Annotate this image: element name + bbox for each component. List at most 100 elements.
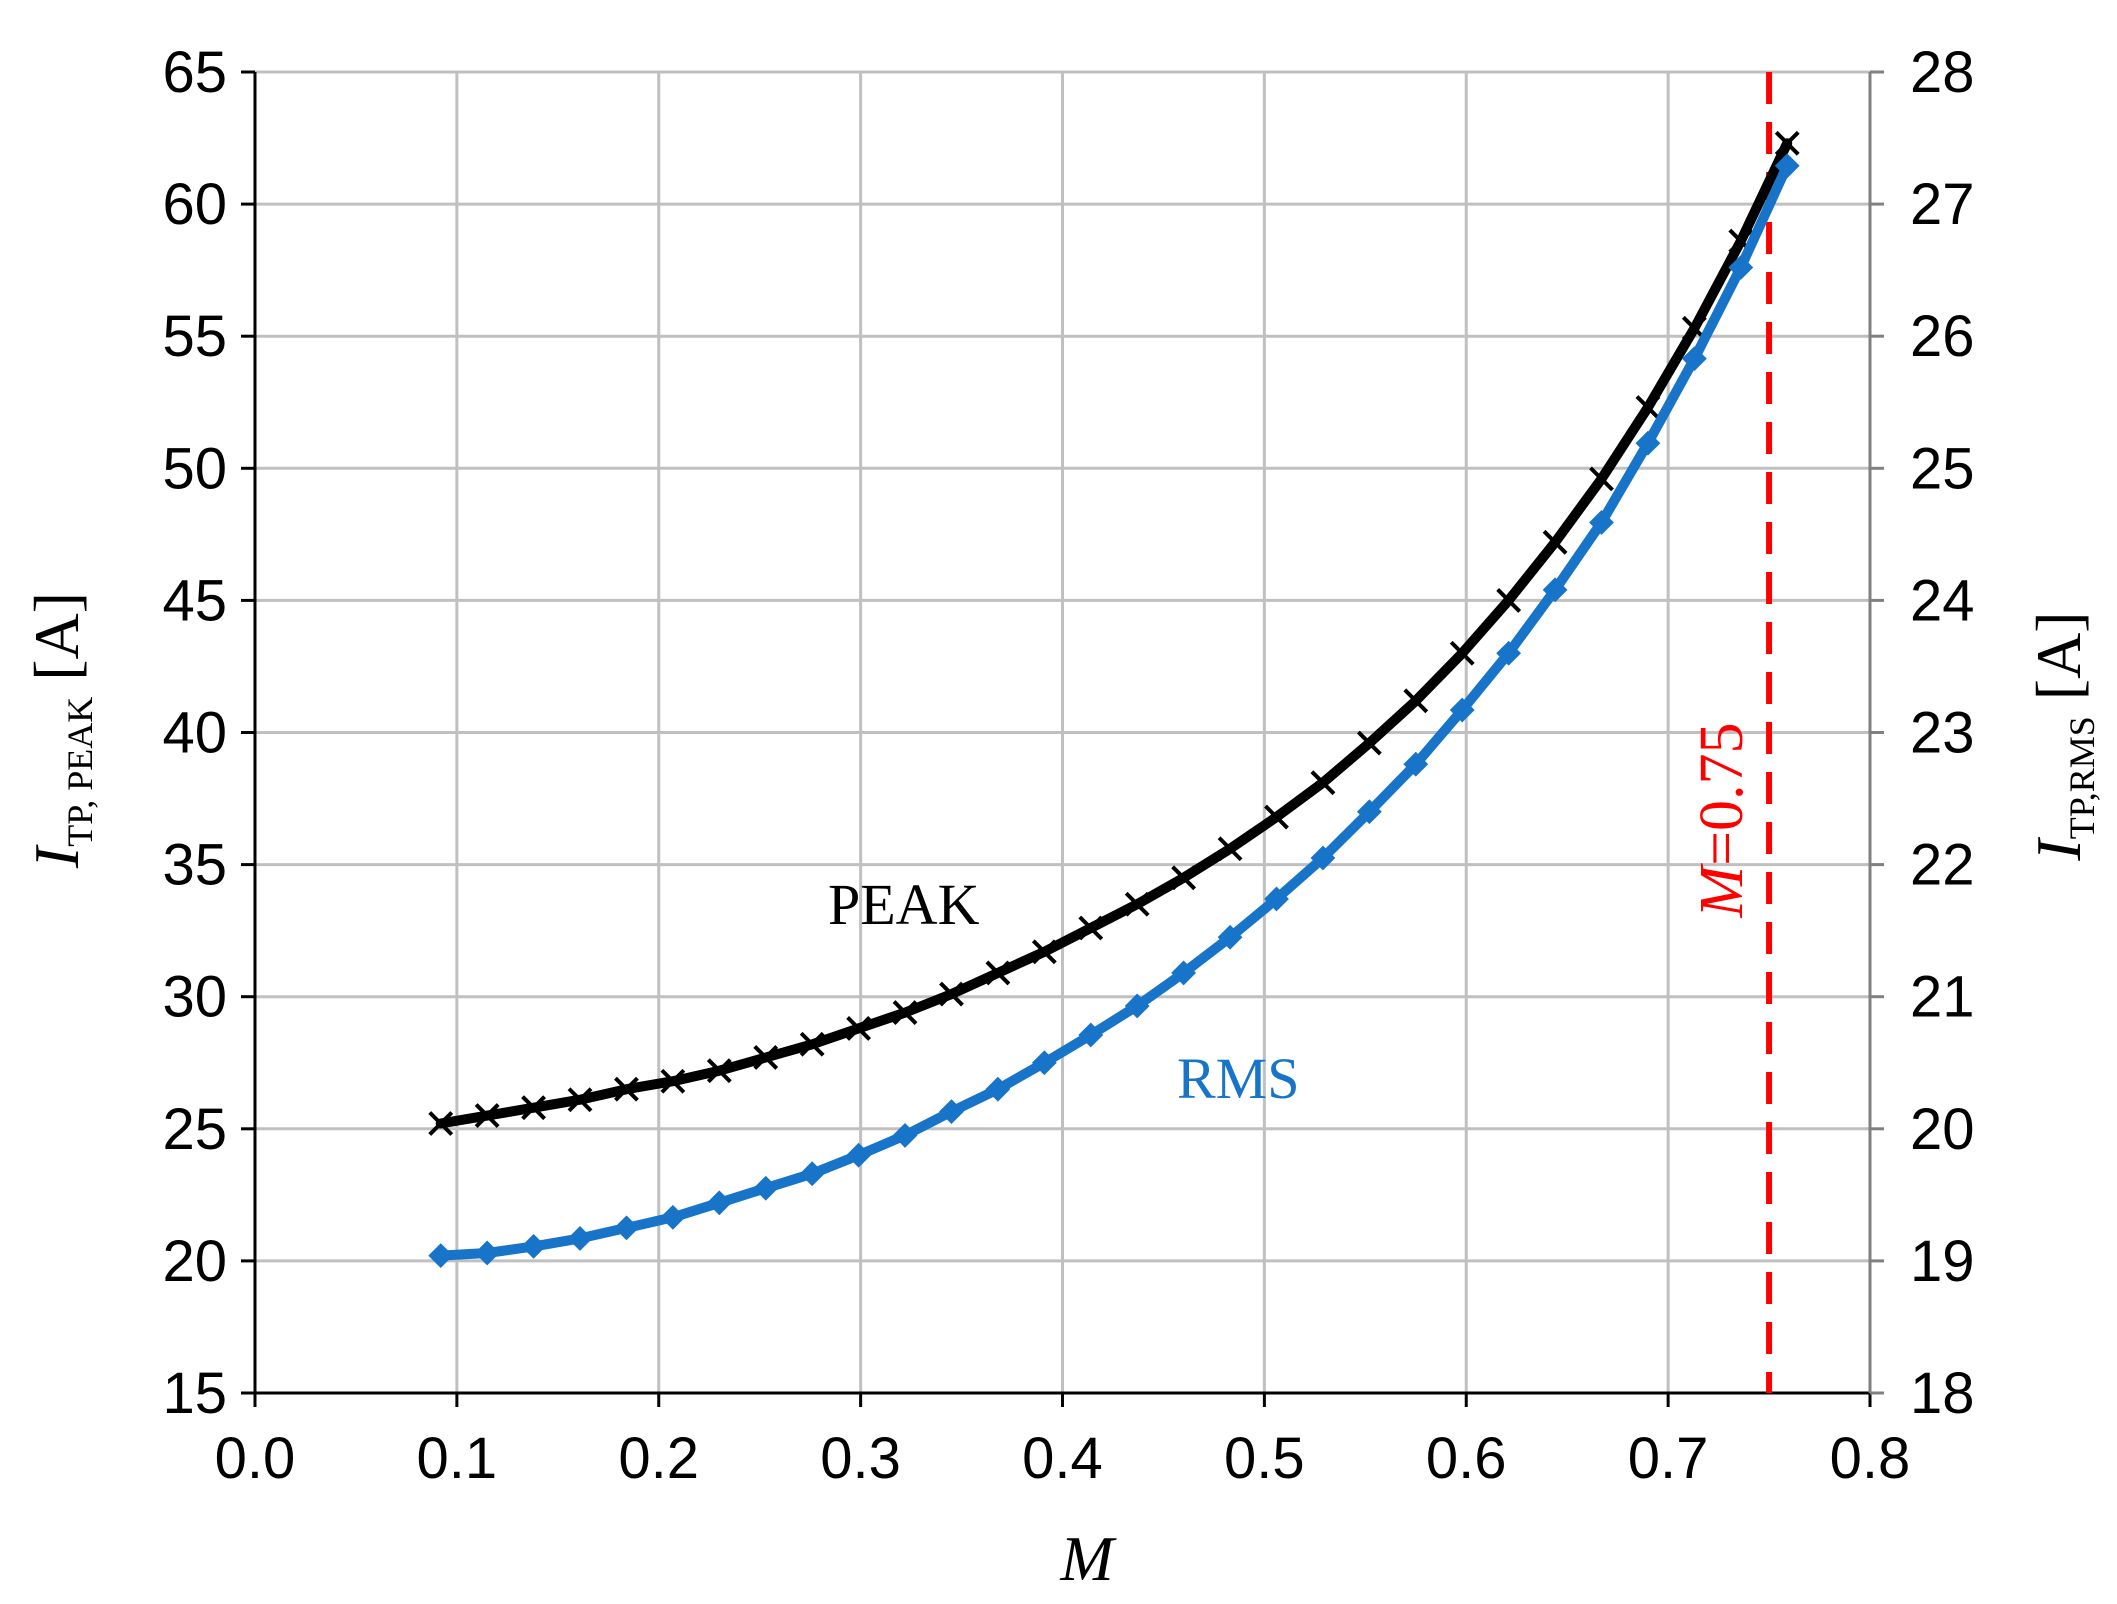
rms-series (428, 153, 1800, 1269)
rms-point (1542, 577, 1568, 603)
x-tick-label: 0.1 (417, 1426, 498, 1491)
y-tick-label-left: 30 (162, 965, 227, 1030)
x-tick-label: 0.6 (1426, 1426, 1507, 1491)
peak-point (939, 981, 964, 1007)
y-axis-title-right-main: I (2023, 837, 2094, 862)
peak-point (660, 1068, 686, 1094)
rms-point (1031, 1050, 1057, 1076)
y-tick-label-right: 27 (1910, 172, 1975, 237)
y-tick-label-left: 55 (162, 304, 227, 369)
y-tick-label-left: 15 (162, 1361, 227, 1426)
rms-point (1078, 1022, 1104, 1048)
rms-point (985, 1076, 1011, 1102)
peak-point (1124, 891, 1150, 917)
peak-point (1171, 865, 1197, 891)
peak-point (706, 1058, 732, 1084)
y-tick-label-left: 20 (162, 1229, 227, 1294)
y-axis-title-left-sub: TP, PEAK (60, 697, 100, 847)
y-tick-label-right: 25 (1910, 436, 1975, 501)
rms-point (1264, 886, 1289, 912)
peak-point (799, 1031, 825, 1057)
x-tick-label: 0.7 (1628, 1426, 1709, 1491)
peak-point (521, 1095, 547, 1121)
rms-point (939, 1099, 964, 1125)
y-tick-label-right: 22 (1910, 833, 1975, 898)
peak-point (567, 1087, 593, 1113)
y-axis-title-left-main: I (21, 844, 92, 869)
peak-point (614, 1076, 639, 1102)
peak-point (1496, 587, 1522, 613)
threshold-label-main: M (1688, 863, 1756, 919)
x-tick-label: 0.3 (820, 1426, 901, 1491)
rms-point (1403, 751, 1429, 777)
rms-point (799, 1161, 825, 1187)
rms-point (614, 1215, 639, 1241)
y-tick-label-right: 18 (1910, 1361, 1975, 1426)
rms-point (1124, 993, 1150, 1019)
axes (241, 70, 1884, 1407)
y-tick-label-right: 28 (1910, 40, 1975, 105)
rms-point (1449, 697, 1475, 723)
series-layer (428, 130, 1800, 1269)
peak-point (1356, 730, 1382, 756)
peak-point (474, 1103, 500, 1129)
rms-point (567, 1226, 593, 1251)
rms-point (1635, 430, 1661, 456)
y-tick-label-left: 50 (162, 436, 227, 501)
peak-point (1449, 640, 1475, 666)
rms-line (435, 160, 1793, 1261)
rms-point (1310, 845, 1336, 871)
rms-point (1356, 799, 1382, 825)
y-tick-label-left: 25 (162, 1097, 227, 1162)
grid (255, 70, 1870, 1393)
y-axis-title-right-sub: TP,RMS (2062, 716, 2102, 839)
peak-point (985, 960, 1011, 986)
peak-series (428, 130, 1800, 1136)
peak-point (1542, 529, 1568, 555)
rms-point (660, 1204, 686, 1230)
y-tick-label-left: 45 (162, 568, 227, 633)
y-tick-label-right: 26 (1910, 304, 1975, 369)
y-tick-label-left: 40 (162, 701, 227, 766)
peak-point (753, 1045, 779, 1070)
rms-annotation: RMS (1177, 1046, 1300, 1111)
peak-point (892, 1000, 918, 1025)
peak-point (846, 1015, 872, 1041)
rms-point (474, 1240, 500, 1266)
y-tick-label-right: 23 (1910, 701, 1975, 766)
y-tick-label-right: 20 (1910, 1097, 1975, 1162)
peak-point (428, 1111, 454, 1136)
peak-point (1310, 770, 1336, 796)
peak-annotation: PEAK (828, 872, 980, 937)
y-axis-title-left: ITP, PEAK [A] (21, 592, 100, 869)
rms-point (1589, 510, 1614, 535)
rms-point (1774, 153, 1800, 179)
x-tick-label: 0.0 (215, 1426, 296, 1491)
y-tick-label-right: 24 (1910, 568, 1975, 633)
peak-line (435, 138, 1793, 1129)
peak-point (1403, 688, 1429, 714)
x-tick-label: 0.5 (1224, 1426, 1305, 1491)
peak-point (1589, 466, 1614, 492)
x-tick-label: 0.4 (1022, 1426, 1103, 1491)
rms-point (1728, 255, 1754, 280)
peak-point (1264, 804, 1289, 830)
x-tick-label: 0.2 (618, 1426, 699, 1491)
rms-point (706, 1190, 732, 1216)
x-axis-title: M (1059, 1523, 1117, 1594)
rms-point (1217, 924, 1243, 950)
rms-point (1171, 960, 1197, 986)
rms-point (1681, 346, 1707, 372)
peak-point (1078, 915, 1104, 941)
rms-point (892, 1122, 918, 1148)
threshold-label-rest: =0.75 (1688, 722, 1756, 865)
rms-point (846, 1142, 872, 1168)
y-tick-label-right: 21 (1910, 965, 1975, 1030)
rms-point (753, 1175, 779, 1201)
y-tick-label-left: 35 (162, 833, 227, 898)
rms-point (521, 1233, 547, 1259)
y-axis-title-right-unit: [A] (2023, 611, 2094, 716)
peak-point (1031, 939, 1057, 965)
peak-point (1635, 395, 1661, 420)
